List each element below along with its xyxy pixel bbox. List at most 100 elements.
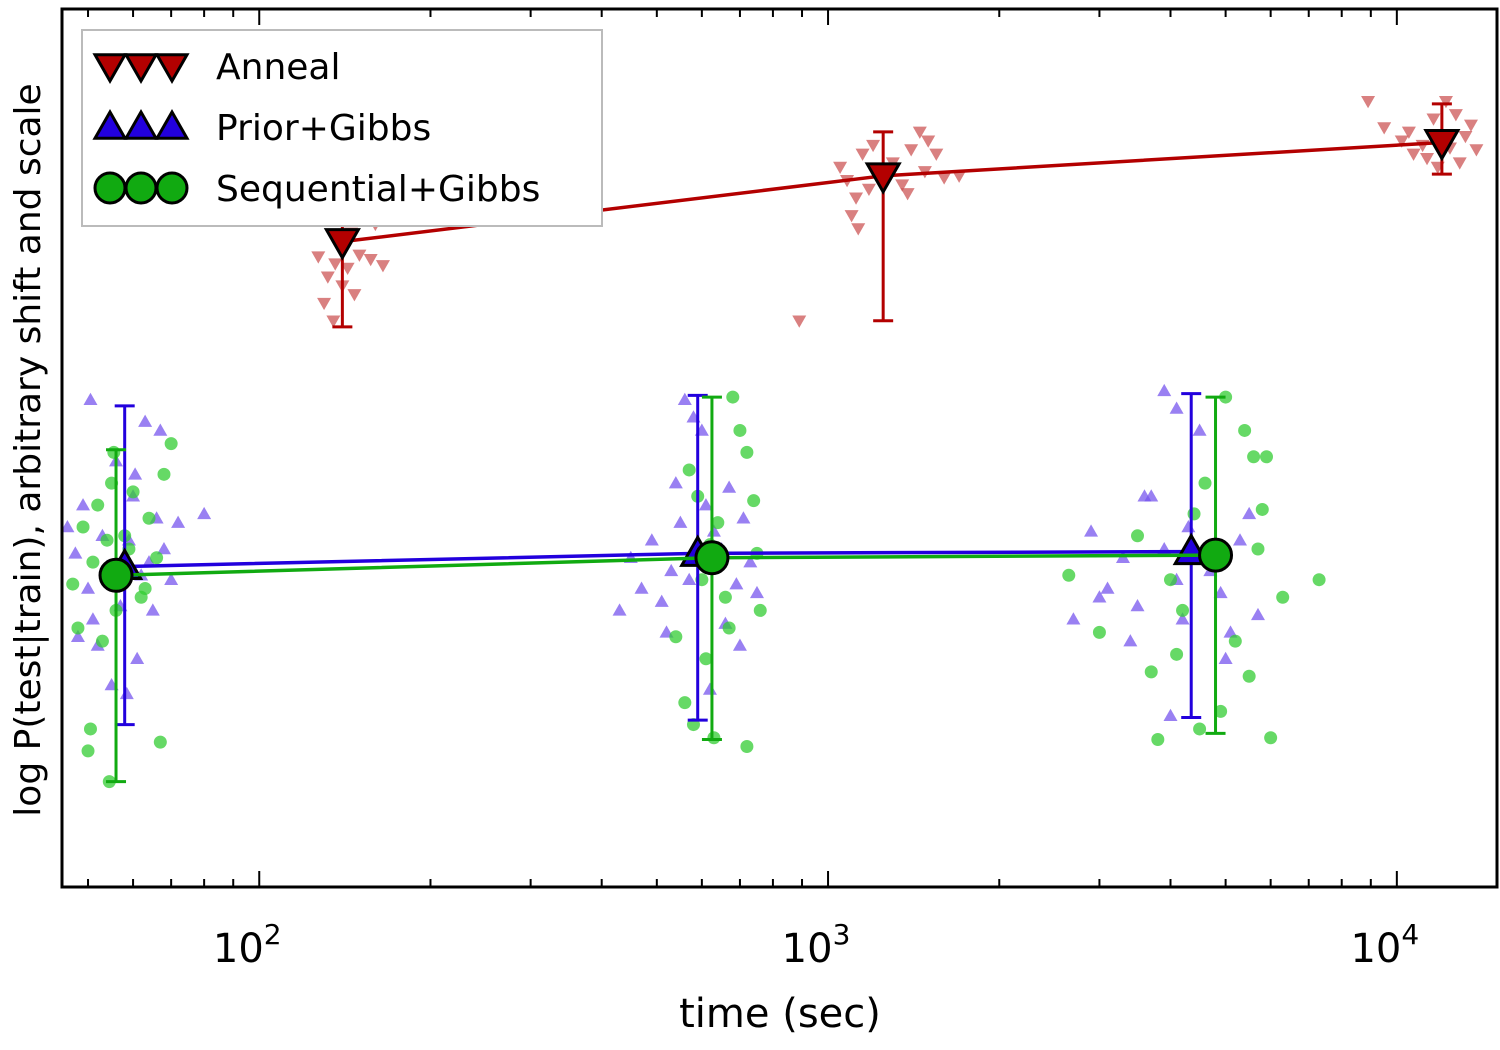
scatter-point xyxy=(1137,489,1152,502)
scatter-point xyxy=(71,621,85,635)
scatter-point xyxy=(612,603,627,616)
scatter-point xyxy=(311,251,326,264)
scatter-point xyxy=(352,249,367,262)
scatter-point xyxy=(1066,612,1081,625)
scatter-point xyxy=(1438,95,1453,109)
scatter-point xyxy=(677,392,692,405)
scatter-point xyxy=(1401,126,1416,139)
scatter-point xyxy=(921,135,936,148)
scatter-point xyxy=(851,223,866,236)
scatter-point xyxy=(844,210,859,223)
scatter-point xyxy=(1458,131,1473,144)
scatter-point xyxy=(682,463,696,477)
scatter-point xyxy=(164,572,179,585)
scatter-point xyxy=(1214,704,1228,718)
scatter-point xyxy=(1377,122,1392,135)
scatter-point xyxy=(861,183,876,196)
scatter-point xyxy=(138,581,152,595)
scatter-point xyxy=(83,722,97,736)
scatter-point xyxy=(669,630,683,644)
scatter-point xyxy=(1469,144,1484,157)
scatter-point xyxy=(1170,647,1184,661)
scatter-point xyxy=(1157,383,1172,397)
scatter-point xyxy=(138,414,153,427)
scatter-point xyxy=(320,271,335,284)
scatter-point xyxy=(706,524,721,537)
scatter-point xyxy=(68,546,83,559)
scatter-point xyxy=(1276,590,1290,604)
scatter-point xyxy=(673,515,688,528)
scatter-point xyxy=(1406,148,1421,161)
scatter-point xyxy=(654,594,669,607)
scatter-point xyxy=(1233,533,1248,546)
scatter-point xyxy=(76,520,90,534)
scatter-point xyxy=(60,520,75,533)
scatter-point xyxy=(164,437,178,451)
scatter-point xyxy=(128,467,143,480)
scatter-point xyxy=(95,634,109,648)
scatter-point xyxy=(1238,423,1252,437)
scatter-point xyxy=(91,498,105,512)
scatter-point xyxy=(722,621,736,635)
legend-label: Anneal xyxy=(216,47,340,88)
scatter-point xyxy=(86,555,100,569)
scatter-point xyxy=(150,551,164,565)
scatter-point xyxy=(929,148,944,161)
x-tick-exponent: 2 xyxy=(264,918,282,951)
scatter-point xyxy=(326,315,341,328)
legend: Anneal Prior+Gibbs Sequential+Gibbs xyxy=(81,29,603,227)
scatter-point xyxy=(1169,401,1184,414)
ticks-layer: 102 103 104 xyxy=(87,9,1419,972)
series-marker xyxy=(1198,537,1234,573)
legend-marker xyxy=(154,53,190,85)
scatter-point xyxy=(726,390,740,404)
scatter-point xyxy=(678,696,692,710)
scatter-point xyxy=(1198,476,1212,490)
scatter-point xyxy=(792,315,807,328)
scatter-point xyxy=(1312,573,1326,587)
scatter-point xyxy=(363,253,378,267)
scatter-point xyxy=(153,423,168,436)
scatter-point xyxy=(1452,157,1467,170)
scatter-point xyxy=(1361,95,1376,109)
scatter-point xyxy=(912,126,927,139)
scatter-point xyxy=(145,603,160,616)
scatter-point xyxy=(1175,612,1190,625)
scatter-point xyxy=(130,651,145,664)
scatter-point xyxy=(81,581,96,594)
scatter-point xyxy=(119,686,134,700)
scatter-point xyxy=(740,740,754,754)
scatter-point xyxy=(736,511,751,524)
x-tick-exponent: 4 xyxy=(1401,918,1419,951)
scatter-point xyxy=(157,467,171,481)
x-tick-label: 103 xyxy=(782,918,851,972)
x-tick-base: 10 xyxy=(782,926,833,972)
scatter-point xyxy=(328,258,343,271)
scatter-point xyxy=(1218,651,1233,664)
scatter-point xyxy=(1144,665,1158,679)
scatter-point xyxy=(634,581,649,594)
scatter-point xyxy=(375,260,390,273)
scatter-point xyxy=(849,192,864,205)
legend-marker xyxy=(92,53,128,85)
scatter-point xyxy=(1151,732,1165,746)
scatter-point xyxy=(76,498,91,511)
scatter-point xyxy=(1426,113,1441,126)
scatter-point xyxy=(749,585,764,599)
scatter-point xyxy=(895,179,910,192)
scatter-point xyxy=(644,533,659,546)
scatter-point xyxy=(171,515,186,528)
scatter-point xyxy=(733,423,747,437)
plot-frame xyxy=(60,7,1499,889)
scatter-point xyxy=(1463,119,1478,132)
scatter-point xyxy=(1092,625,1106,639)
scatter-point xyxy=(1242,506,1257,520)
scatter-point xyxy=(664,563,679,577)
legend-marker xyxy=(154,108,190,140)
scatter-point xyxy=(698,498,713,511)
scatter-point xyxy=(743,555,758,568)
scatter-point xyxy=(1247,450,1261,464)
series-marker xyxy=(1423,128,1461,162)
scatter-point xyxy=(1084,524,1099,537)
scatter-point xyxy=(855,148,870,161)
